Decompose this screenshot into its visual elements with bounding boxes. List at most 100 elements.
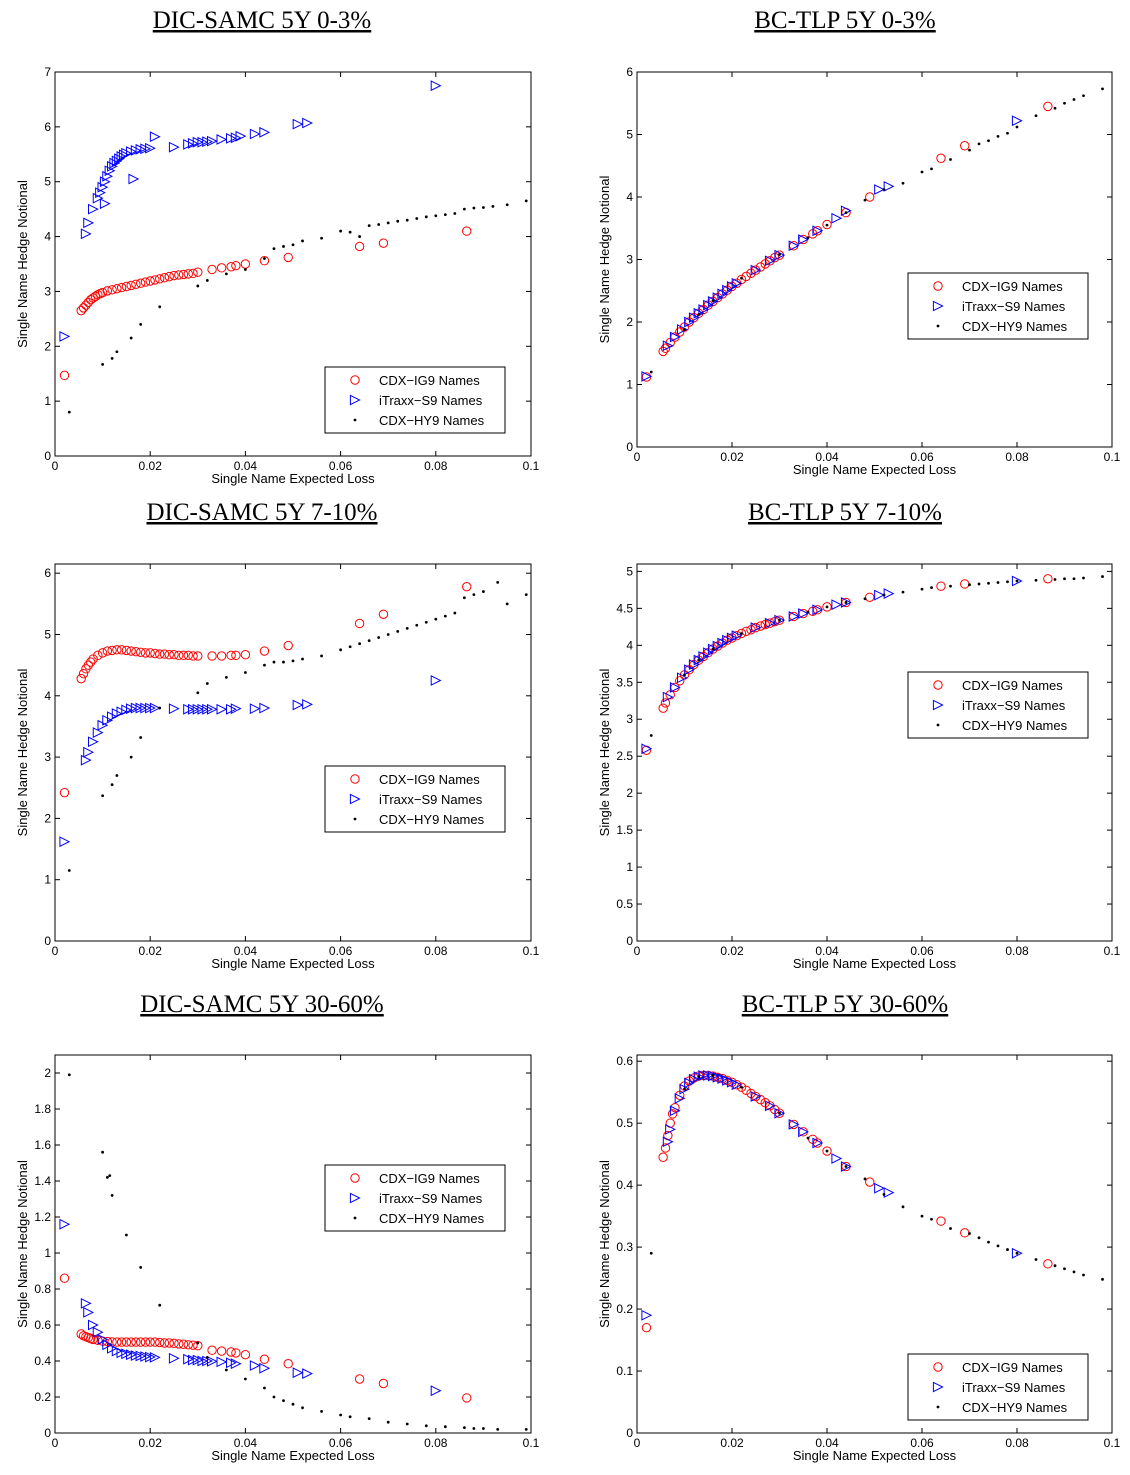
legend: CDX−IG9 Names iTraxx−S9 Names CDX−HY9 Name… — [907, 272, 1089, 340]
data-point — [196, 691, 200, 695]
legend: CDX−IG9 Names iTraxx−S9 Names CDX−HY9 Name… — [324, 765, 506, 833]
data-point — [263, 663, 266, 667]
x-tick-label: 0.1 — [523, 944, 540, 958]
data-point — [1034, 114, 1038, 118]
data-point — [641, 1322, 652, 1333]
data-point — [472, 206, 476, 210]
y-tick-label: 2 — [626, 315, 633, 329]
data-point — [302, 1368, 313, 1380]
y-tick-label: 0 — [44, 1426, 51, 1440]
data-point — [183, 1340, 193, 1350]
data-point — [139, 736, 143, 739]
y-tick-label: 6 — [44, 566, 51, 580]
legend-marker — [350, 375, 360, 385]
x-axis-label: Single Name Expected Loss — [211, 956, 375, 971]
y-axis-label: Single Name Hedge Notional — [15, 1160, 30, 1328]
data-point — [424, 215, 428, 219]
data-point — [87, 736, 99, 748]
data-point — [135, 278, 146, 288]
data-point — [121, 281, 132, 292]
data-point — [1015, 579, 1019, 583]
series-3 — [67, 1073, 528, 1431]
data-point — [348, 1415, 352, 1419]
y-tick-label: 2 — [44, 1066, 51, 1080]
data-point — [149, 131, 161, 143]
y-tick-label: 3 — [44, 284, 51, 298]
series-3 — [649, 1074, 1104, 1281]
data-point — [977, 1236, 981, 1240]
panel-title-bc-tlp-7-10: BC-TLP 5Y 7-10% — [748, 499, 942, 526]
data-point — [1043, 574, 1053, 584]
data-point — [292, 118, 304, 130]
data-point — [658, 703, 668, 713]
data-point — [59, 836, 71, 848]
legend-box — [907, 671, 1089, 739]
data-point — [282, 660, 285, 664]
legend-label: iTraxx−S9 Names — [962, 1380, 1066, 1395]
data-point — [764, 255, 776, 267]
x-tick-label: 0.08 — [1005, 1436, 1029, 1450]
data-point — [920, 1214, 924, 1218]
data-point — [121, 1337, 132, 1347]
y-tick-label: 1 — [44, 1246, 51, 1260]
y-tick-label: 0.4 — [616, 1178, 633, 1192]
data-point — [669, 1105, 681, 1117]
data-point — [396, 219, 400, 223]
data-point — [1043, 101, 1053, 112]
data-point — [649, 734, 653, 737]
data-point — [129, 336, 133, 340]
y-tick-label: 5 — [626, 564, 633, 578]
data-point — [774, 1107, 786, 1119]
y-tick-label: 5 — [44, 627, 51, 641]
y-tick-label: 5 — [44, 175, 51, 189]
scatter-plot-2: 0 0.02 0.04 0.06 0.08 0.1 0 1 2 3 4 5 6 Single Name E… — [597, 65, 1121, 477]
data-point — [145, 648, 155, 658]
y-tick-label: 0.2 — [34, 1390, 51, 1404]
data-point — [731, 277, 743, 289]
data-point — [662, 1136, 674, 1148]
x-tick-label: 0.06 — [329, 459, 353, 473]
x-tick-label: 0.08 — [1005, 450, 1029, 464]
y-tick-label: 1 — [626, 378, 633, 392]
x-tick-label: 0.08 — [424, 944, 448, 958]
data-point — [462, 1426, 466, 1429]
data-point — [226, 650, 236, 661]
data-point — [443, 1425, 447, 1429]
legend-marker — [933, 680, 943, 690]
data-point — [977, 142, 981, 146]
data-point — [1034, 1258, 1038, 1261]
data-point — [230, 703, 242, 715]
legend-label: CDX−IG9 Names — [379, 1171, 480, 1186]
data-point — [901, 181, 905, 185]
data-point — [129, 755, 133, 759]
panel-title-bc-tlp-0-3: BC-TLP 5Y 0-3% — [754, 7, 935, 34]
data-point — [831, 212, 843, 224]
legend-label: CDX−IG9 Names — [962, 1360, 1063, 1375]
x-tick-label: 0.04 — [815, 450, 839, 464]
y-tick-label: 4 — [626, 190, 633, 204]
legend-label: CDX−HY9 Names — [379, 812, 485, 827]
data-point — [731, 630, 743, 642]
data-point — [405, 1422, 409, 1426]
data-point — [901, 590, 905, 594]
data-point — [193, 1341, 203, 1351]
data-point — [116, 282, 127, 293]
y-tick-label: 0.2 — [616, 1302, 633, 1316]
x-tick-label: 0.02 — [139, 944, 163, 958]
data-point — [93, 650, 103, 661]
data-point — [822, 1146, 832, 1156]
x-tick-label: 0.1 — [1104, 1436, 1121, 1450]
data-point — [812, 604, 824, 616]
data-point — [377, 636, 381, 639]
data-point — [159, 273, 170, 283]
data-point — [788, 1118, 800, 1130]
y-tick-label: 3 — [626, 253, 633, 267]
data-point — [901, 1205, 905, 1209]
y-tick-label: 6 — [626, 65, 633, 79]
data-point — [140, 277, 151, 287]
data-point — [259, 646, 270, 656]
data-point — [683, 673, 686, 677]
y-tick-label: 0 — [626, 934, 633, 948]
x-tick-label: 0.02 — [720, 450, 744, 464]
y-tick-label: 1 — [626, 860, 633, 874]
